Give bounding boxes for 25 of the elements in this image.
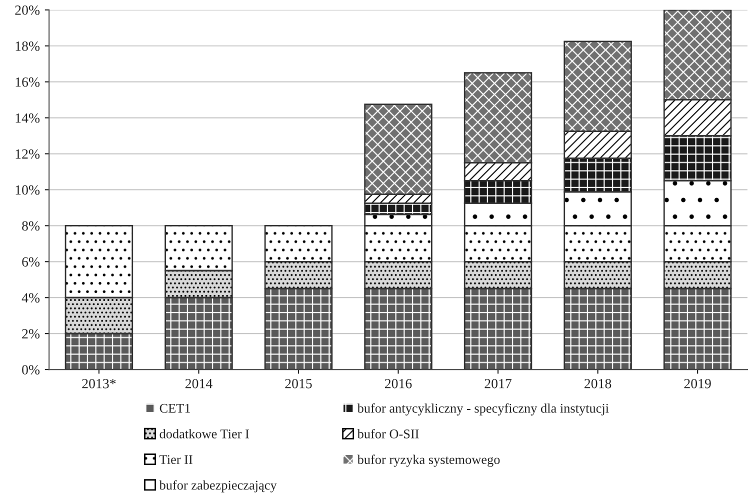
x-tick-label: 2015 bbox=[285, 378, 312, 388]
legend-label: Tier II bbox=[160, 455, 192, 464]
x-tick-label: 2017 bbox=[484, 378, 512, 388]
y-tick-label: 4% bbox=[22, 293, 40, 303]
x-tick-label: 2019 bbox=[684, 378, 711, 388]
legend-label: bufor antycykliczny - specyficzny dla instytucji bbox=[357, 403, 609, 416]
y-tick-label: 14% bbox=[16, 113, 40, 123]
y-tick-label: 20% bbox=[15, 6, 40, 15]
x-tick-label: 2013* bbox=[82, 378, 116, 388]
x-tick-label: 2016 bbox=[384, 378, 412, 388]
legend-label: bufor ryzyka systemowego bbox=[357, 454, 500, 467]
y-tick-label: 16% bbox=[16, 77, 40, 87]
x-tick-label: 2018 bbox=[584, 378, 612, 388]
y-tick-label: 8% bbox=[22, 221, 40, 231]
legend-label: bufor zabezpieczający bbox=[159, 480, 277, 492]
y-tick-label: 18% bbox=[16, 41, 40, 51]
y-tick-label: 2% bbox=[22, 329, 40, 339]
x-tick-label: 2014 bbox=[185, 378, 212, 388]
legend-label: dodatkowe Tier I bbox=[160, 429, 249, 438]
y-tick-label: 12% bbox=[16, 149, 40, 159]
legend-label: CET1 bbox=[160, 404, 190, 413]
y-tick-label: 6% bbox=[22, 257, 40, 267]
y-tick-label: 0% bbox=[22, 365, 40, 375]
legend-label: bufor O-SII bbox=[357, 428, 419, 438]
y-tick-label: 10% bbox=[16, 185, 40, 195]
